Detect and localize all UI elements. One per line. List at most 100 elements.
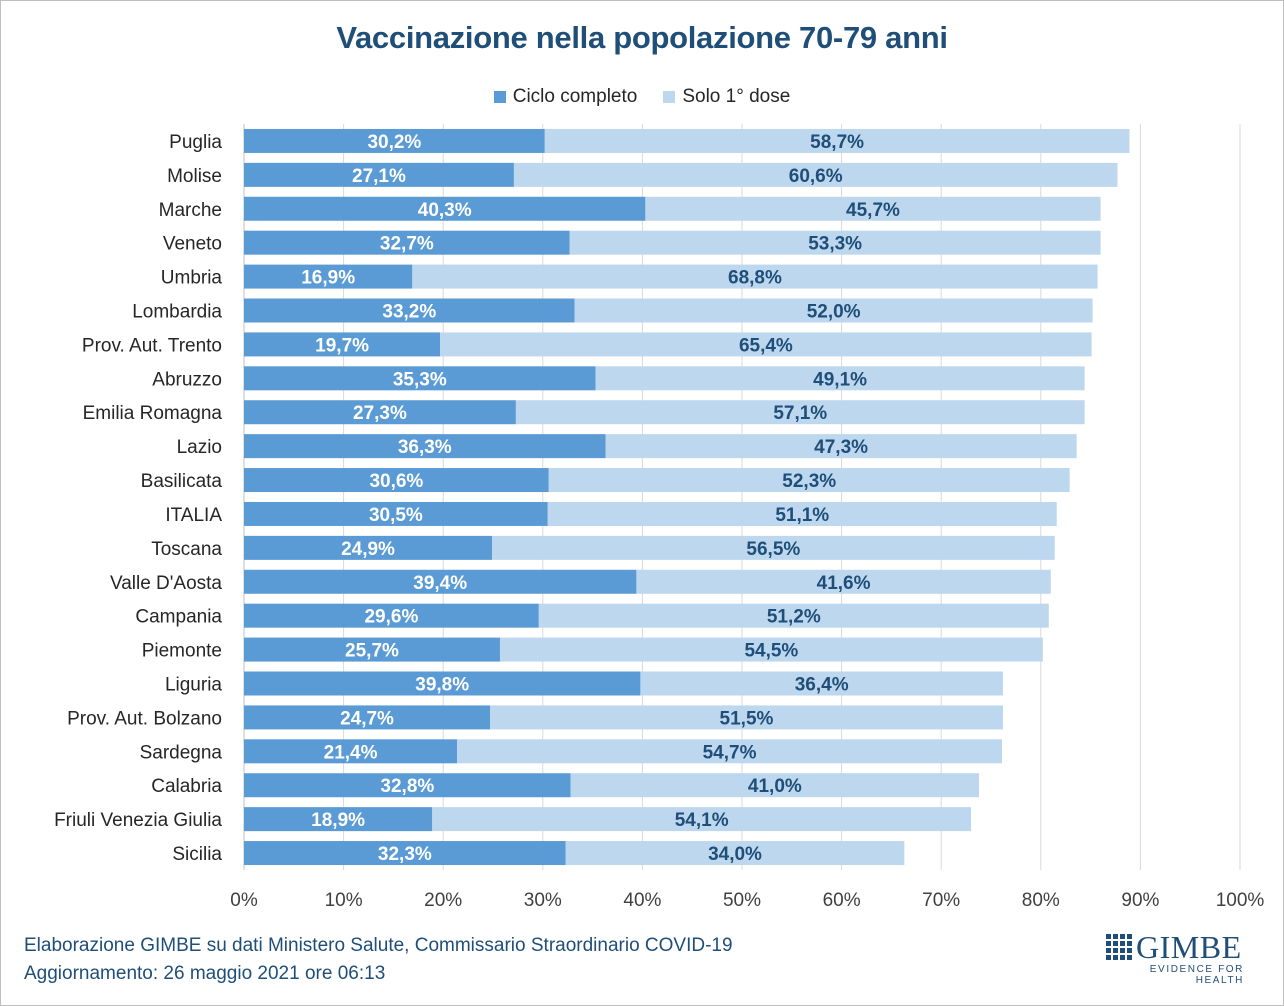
data-label-solo-prima-dose: 56,5% <box>746 539 800 560</box>
category-label: ITALIA <box>165 505 222 526</box>
bar-solo-prima-dose <box>595 366 1085 391</box>
data-label-ciclo-completo: 36,3% <box>398 437 452 458</box>
bar-ciclo-completo <box>244 569 637 594</box>
data-label-ciclo-completo: 27,1% <box>352 166 406 187</box>
category-label: Basilicata <box>141 471 223 492</box>
data-label-solo-prima-dose: 41,6% <box>817 573 871 594</box>
category-label: Lazio <box>177 437 222 458</box>
category-label: Sardegna <box>140 742 223 763</box>
data-label-ciclo-completo: 27,3% <box>353 403 407 424</box>
data-label-solo-prima-dose: 60,6% <box>789 166 843 187</box>
data-label-ciclo-completo: 32,7% <box>380 234 434 255</box>
bar-solo-prima-dose <box>513 162 1118 187</box>
category-label: Sicilia <box>172 844 222 865</box>
legend-swatch-solo-prima-dose <box>663 91 676 103</box>
bar-ciclo-completo <box>244 603 539 628</box>
bar-solo-prima-dose <box>570 773 980 798</box>
bar-ciclo-completo <box>244 230 570 255</box>
data-label-ciclo-completo: 39,8% <box>415 675 469 696</box>
data-label-ciclo-completo: 30,6% <box>369 471 423 492</box>
bar-solo-prima-dose <box>492 535 1055 560</box>
bar-ciclo-completo <box>244 332 441 357</box>
bar-solo-prima-dose <box>640 671 1003 696</box>
bar-ciclo-completo <box>244 535 493 560</box>
bar-solo-prima-dose <box>548 468 1070 493</box>
category-labels: Puglia Molise Marche Veneto Umbria Lombardia P… <box>54 132 222 865</box>
data-label-ciclo-completo: 30,5% <box>369 505 423 526</box>
bar-ciclo-completo <box>244 501 548 526</box>
bar-ciclo-completo <box>244 400 516 425</box>
source-line: Elaborazione GIMBE su dati Ministero Sal… <box>24 935 733 956</box>
category-label: Veneto <box>163 234 222 255</box>
bar-solo-prima-dose <box>490 705 1003 730</box>
bar-solo-prima-dose <box>569 230 1101 255</box>
legend-item-solo-prima-dose: Solo 1° dose <box>663 86 790 108</box>
category-label: Toscana <box>151 539 222 560</box>
bars <box>244 128 1130 866</box>
data-label-solo-prima-dose: 45,7% <box>846 200 900 221</box>
bar-ciclo-completo <box>244 434 606 459</box>
legend-swatch-ciclo-completo <box>493 91 506 103</box>
data-label-solo-prima-dose: 49,1% <box>813 369 867 390</box>
bar-solo-prima-dose <box>412 264 1098 289</box>
category-label: Molise <box>167 166 222 187</box>
bar-ciclo-completo <box>244 196 646 221</box>
data-label-ciclo-completo: 29,6% <box>364 607 418 628</box>
source-note: Elaborazione GIMBE su dati Ministero Sal… <box>24 932 733 988</box>
bar-solo-prima-dose <box>499 637 1043 662</box>
data-label-solo-prima-dose: 52,0% <box>807 302 861 323</box>
bar-ciclo-completo <box>244 637 500 662</box>
chart-legend: Ciclo completo Solo 1° dose <box>0 86 1284 108</box>
bar-solo-prima-dose <box>457 739 1002 764</box>
chart-title: Vaccinazione nella popolazione 70-79 ann… <box>336 20 948 55</box>
data-label-solo-prima-dose: 57,1% <box>773 403 827 424</box>
bar-solo-prima-dose <box>440 332 1092 357</box>
data-label-ciclo-completo: 24,7% <box>340 708 394 729</box>
data-label-solo-prima-dose: 34,0% <box>708 844 762 865</box>
category-label: Marche <box>159 200 222 221</box>
legend-item-ciclo-completo: Ciclo completo <box>493 86 638 108</box>
data-label-solo-prima-dose: 54,5% <box>744 641 798 662</box>
legend-label-ciclo-completo: Ciclo completo <box>512 86 638 107</box>
bar-ciclo-completo <box>244 128 545 153</box>
data-label-solo-prima-dose: 36,4% <box>795 675 849 696</box>
bar-ciclo-completo <box>244 162 514 187</box>
x-tick-label: 30% <box>524 890 562 911</box>
bar-ciclo-completo <box>244 264 413 289</box>
logo-tagline: EVIDENCE FOR HEALTH <box>1149 964 1244 986</box>
data-label-solo-prima-dose: 65,4% <box>739 335 793 356</box>
x-tick-label: 80% <box>1022 890 1060 911</box>
data-label-ciclo-completo: 40,3% <box>418 200 472 221</box>
data-label-ciclo-completo: 30,2% <box>367 132 421 153</box>
data-label-solo-prima-dose: 41,0% <box>748 776 802 797</box>
x-tick-label: 0% <box>230 890 258 911</box>
data-label-ciclo-completo: 35,3% <box>393 369 447 390</box>
bar-ciclo-completo <box>244 705 491 730</box>
bar-ciclo-completo <box>244 298 575 323</box>
bar-solo-prima-dose <box>538 603 1049 628</box>
gimbe-grid-icon <box>1106 934 1132 960</box>
x-axis-ticks: 0% 10% 20% 30% 40% 50% 60% 70% 80% 90% 100% <box>230 890 1264 911</box>
data-label-ciclo-completo: 18,9% <box>311 810 365 831</box>
data-label-ciclo-completo: 24,9% <box>341 539 395 560</box>
data-label-ciclo-completo: 39,4% <box>413 573 467 594</box>
data-label-ciclo-completo: 25,7% <box>345 641 399 662</box>
bar-solo-prima-dose <box>574 298 1093 323</box>
bar-ciclo-completo <box>244 366 596 391</box>
bar-ciclo-completo <box>244 841 566 866</box>
data-label-solo-prima-dose: 54,1% <box>675 810 729 831</box>
bar-ciclo-completo <box>244 671 641 696</box>
bar-solo-prima-dose <box>636 569 1051 594</box>
category-label: Valle D'Aosta <box>110 573 222 594</box>
data-label-solo-prima-dose: 53,3% <box>808 234 862 255</box>
category-label: Liguria <box>165 675 222 696</box>
gimbe-logo: GIMBE EVIDENCE FOR HEALTH <box>1106 929 1244 986</box>
logo-wordmark: GIMBE <box>1136 929 1242 965</box>
bar-solo-prima-dose <box>515 400 1085 425</box>
category-label: Prov. Aut. Bolzano <box>67 708 222 729</box>
bar-ciclo-completo <box>244 468 549 493</box>
category-label: Puglia <box>169 132 222 153</box>
category-label: Lombardia <box>132 302 222 323</box>
x-tick-label: 70% <box>922 890 960 911</box>
